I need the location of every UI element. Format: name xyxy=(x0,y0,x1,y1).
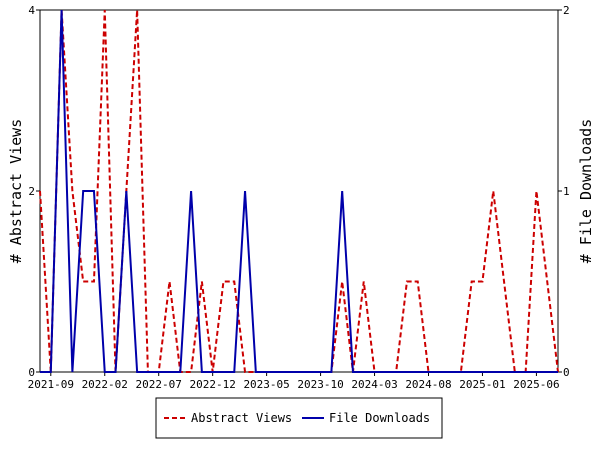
series-layer xyxy=(39,9,559,373)
y-right-axis-title: # File Downloads xyxy=(577,119,595,264)
y-left-tick-label: 2 xyxy=(28,185,35,198)
legend-label-file-downloads: File Downloads xyxy=(329,411,430,425)
y-right-tick-label: 1 xyxy=(563,185,570,198)
legend-label-abstract-views: Abstract Views xyxy=(191,411,292,425)
plot-area xyxy=(39,9,559,373)
x-tick-label: 2022-02 xyxy=(82,378,128,391)
y-left-ticks: 0 2 4 xyxy=(28,4,40,379)
y-right-tick-label: 0 xyxy=(563,366,570,379)
x-tick-label: 2024-03 xyxy=(351,378,397,391)
x-tick-label: 2023-05 xyxy=(243,378,289,391)
x-tick-label: 2025-01 xyxy=(459,378,505,391)
y-left-tick-label: 0 xyxy=(28,366,35,379)
y-left-tick-label: 4 xyxy=(28,4,35,17)
x-tick-label: 2022-07 xyxy=(136,378,182,391)
y-right-tick-label: 2 xyxy=(563,4,570,17)
series-line-file-downloads xyxy=(40,9,558,373)
y-left-axis-title: # Abstract Views xyxy=(7,119,25,264)
legend: Abstract Views File Downloads xyxy=(155,397,443,439)
legend-box xyxy=(155,397,443,439)
x-tick-label: 2023-10 xyxy=(297,378,343,391)
x-tick-label: 2024-08 xyxy=(405,378,451,391)
x-ticks: 2021-09 2022-02 2022-07 2022-12 2023-05 2023-… xyxy=(28,372,560,391)
x-tick-label: 2021-09 xyxy=(28,378,74,391)
x-tick-label: 2025-06 xyxy=(513,378,559,391)
x-tick-label: 2022-12 xyxy=(189,378,235,391)
y-right-ticks: 0 1 2 xyxy=(558,4,570,379)
